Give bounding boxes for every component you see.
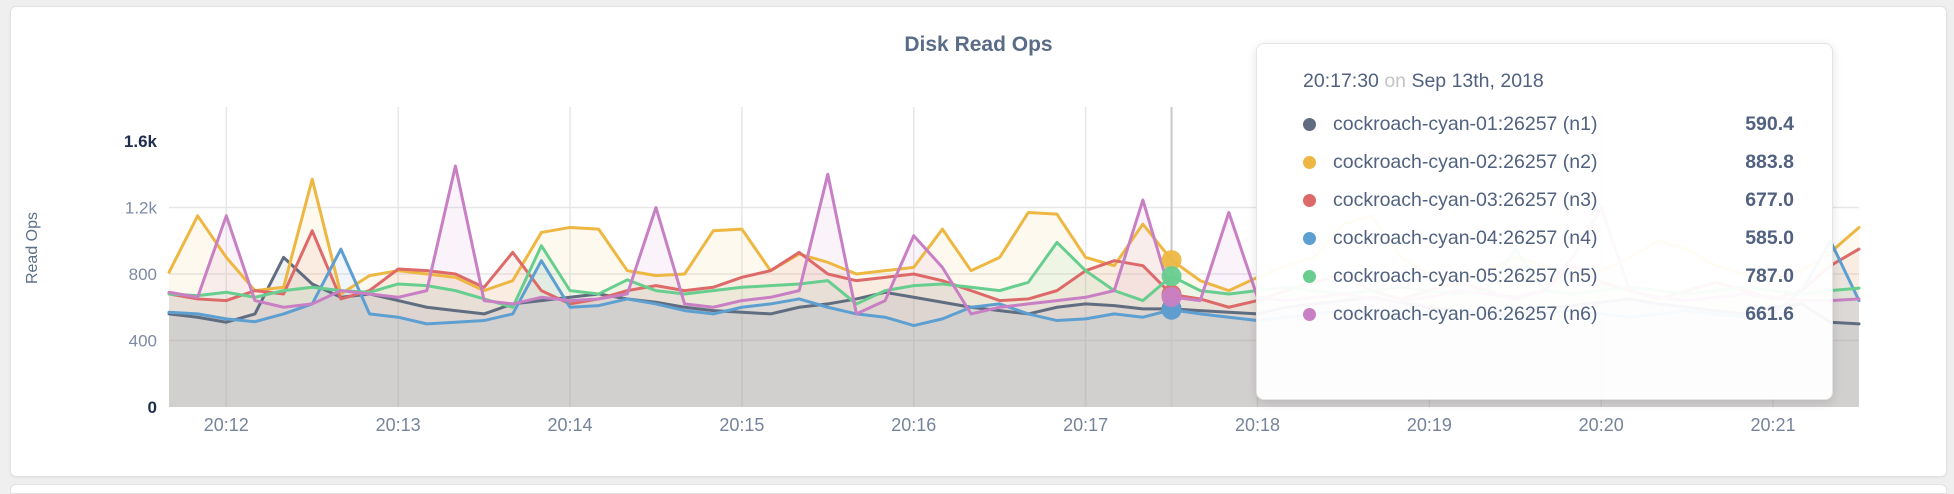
tooltip-header: 20:17:30 on Sep 13th, 2018 <box>1303 70 1794 93</box>
y-tick-label: 0 <box>148 398 157 417</box>
tooltip-series-value: 883.8 <box>1745 150 1794 173</box>
tooltip-series-label: cockroach-cyan-02:26257 (n2) <box>1333 150 1598 173</box>
x-tick-label: 20:17 <box>1063 415 1108 435</box>
tooltip-series-label: cockroach-cyan-06:26257 (n6) <box>1333 302 1598 325</box>
hover-point <box>1161 287 1182 308</box>
tooltip-series-value: 661.6 <box>1745 302 1794 325</box>
series-color-dot-icon <box>1303 155 1316 169</box>
tooltip-series-label: cockroach-cyan-01:26257 (n1) <box>1333 112 1598 135</box>
hover-point <box>1161 266 1182 287</box>
tooltip-series-value: 677.0 <box>1745 188 1794 211</box>
tooltip-series-label: cockroach-cyan-04:26257 (n4) <box>1333 226 1598 249</box>
tooltip-separator: on <box>1384 70 1407 92</box>
tooltip-series-value: 590.4 <box>1745 112 1794 135</box>
series-color-dot-icon <box>1303 193 1316 207</box>
x-tick-label: 20:19 <box>1407 415 1452 435</box>
tooltip-rows: cockroach-cyan-01:26257 (n1) 590.4 cockroa… <box>1303 105 1794 333</box>
x-tick-label: 20:12 <box>204 415 249 435</box>
tooltip-row: cockroach-cyan-03:26257 (n3) 677.0 <box>1303 181 1794 219</box>
tooltip-time: 20:17:30 <box>1303 70 1379 92</box>
y-tick-label: 1.6k <box>124 132 158 151</box>
chart-card: Disk Read Ops Read Ops 0 400 800 1.2k 1.6k 20… <box>10 6 1947 477</box>
chart-tooltip: 20:17:30 on Sep 13th, 2018 cockroach-cya… <box>1256 43 1833 400</box>
tooltip-row: cockroach-cyan-06:26257 (n6) 661.6 <box>1303 295 1794 333</box>
y-tick-label: 400 <box>129 332 157 351</box>
series-color-dot-icon <box>1303 269 1316 283</box>
x-tick-label: 20:21 <box>1751 415 1796 435</box>
y-tick-label: 800 <box>129 265 157 284</box>
series-color-dot-icon <box>1303 117 1316 131</box>
tooltip-series-label: cockroach-cyan-05:26257 (n5) <box>1333 264 1598 287</box>
x-tick-label: 20:16 <box>891 415 936 435</box>
tooltip-row: cockroach-cyan-02:26257 (n2) 883.8 <box>1303 143 1794 181</box>
tooltip-series-label: cockroach-cyan-03:26257 (n3) <box>1333 188 1598 211</box>
series-color-dot-icon <box>1303 307 1316 321</box>
tooltip-date: Sep 13th, 2018 <box>1411 70 1544 92</box>
hover-point <box>1161 250 1182 271</box>
x-tick-label: 20:18 <box>1235 415 1280 435</box>
tooltip-row: cockroach-cyan-04:26257 (n4) 585.0 <box>1303 219 1794 257</box>
next-card-top-edge <box>10 484 1947 494</box>
tooltip-series-value: 585.0 <box>1745 226 1794 249</box>
x-tick-label: 20:13 <box>376 415 421 435</box>
x-tick-label: 20:14 <box>547 415 592 435</box>
tooltip-row: cockroach-cyan-01:26257 (n1) 590.4 <box>1303 105 1794 143</box>
y-tick-label: 1.2k <box>125 199 158 218</box>
tooltip-series-value: 787.0 <box>1745 264 1794 287</box>
x-tick-label: 20:20 <box>1579 415 1624 435</box>
series-color-dot-icon <box>1303 231 1316 245</box>
tooltip-row: cockroach-cyan-05:26257 (n5) 787.0 <box>1303 257 1794 295</box>
chart-title: Disk Read Ops <box>904 33 1053 56</box>
x-tick-label: 20:15 <box>719 415 764 435</box>
